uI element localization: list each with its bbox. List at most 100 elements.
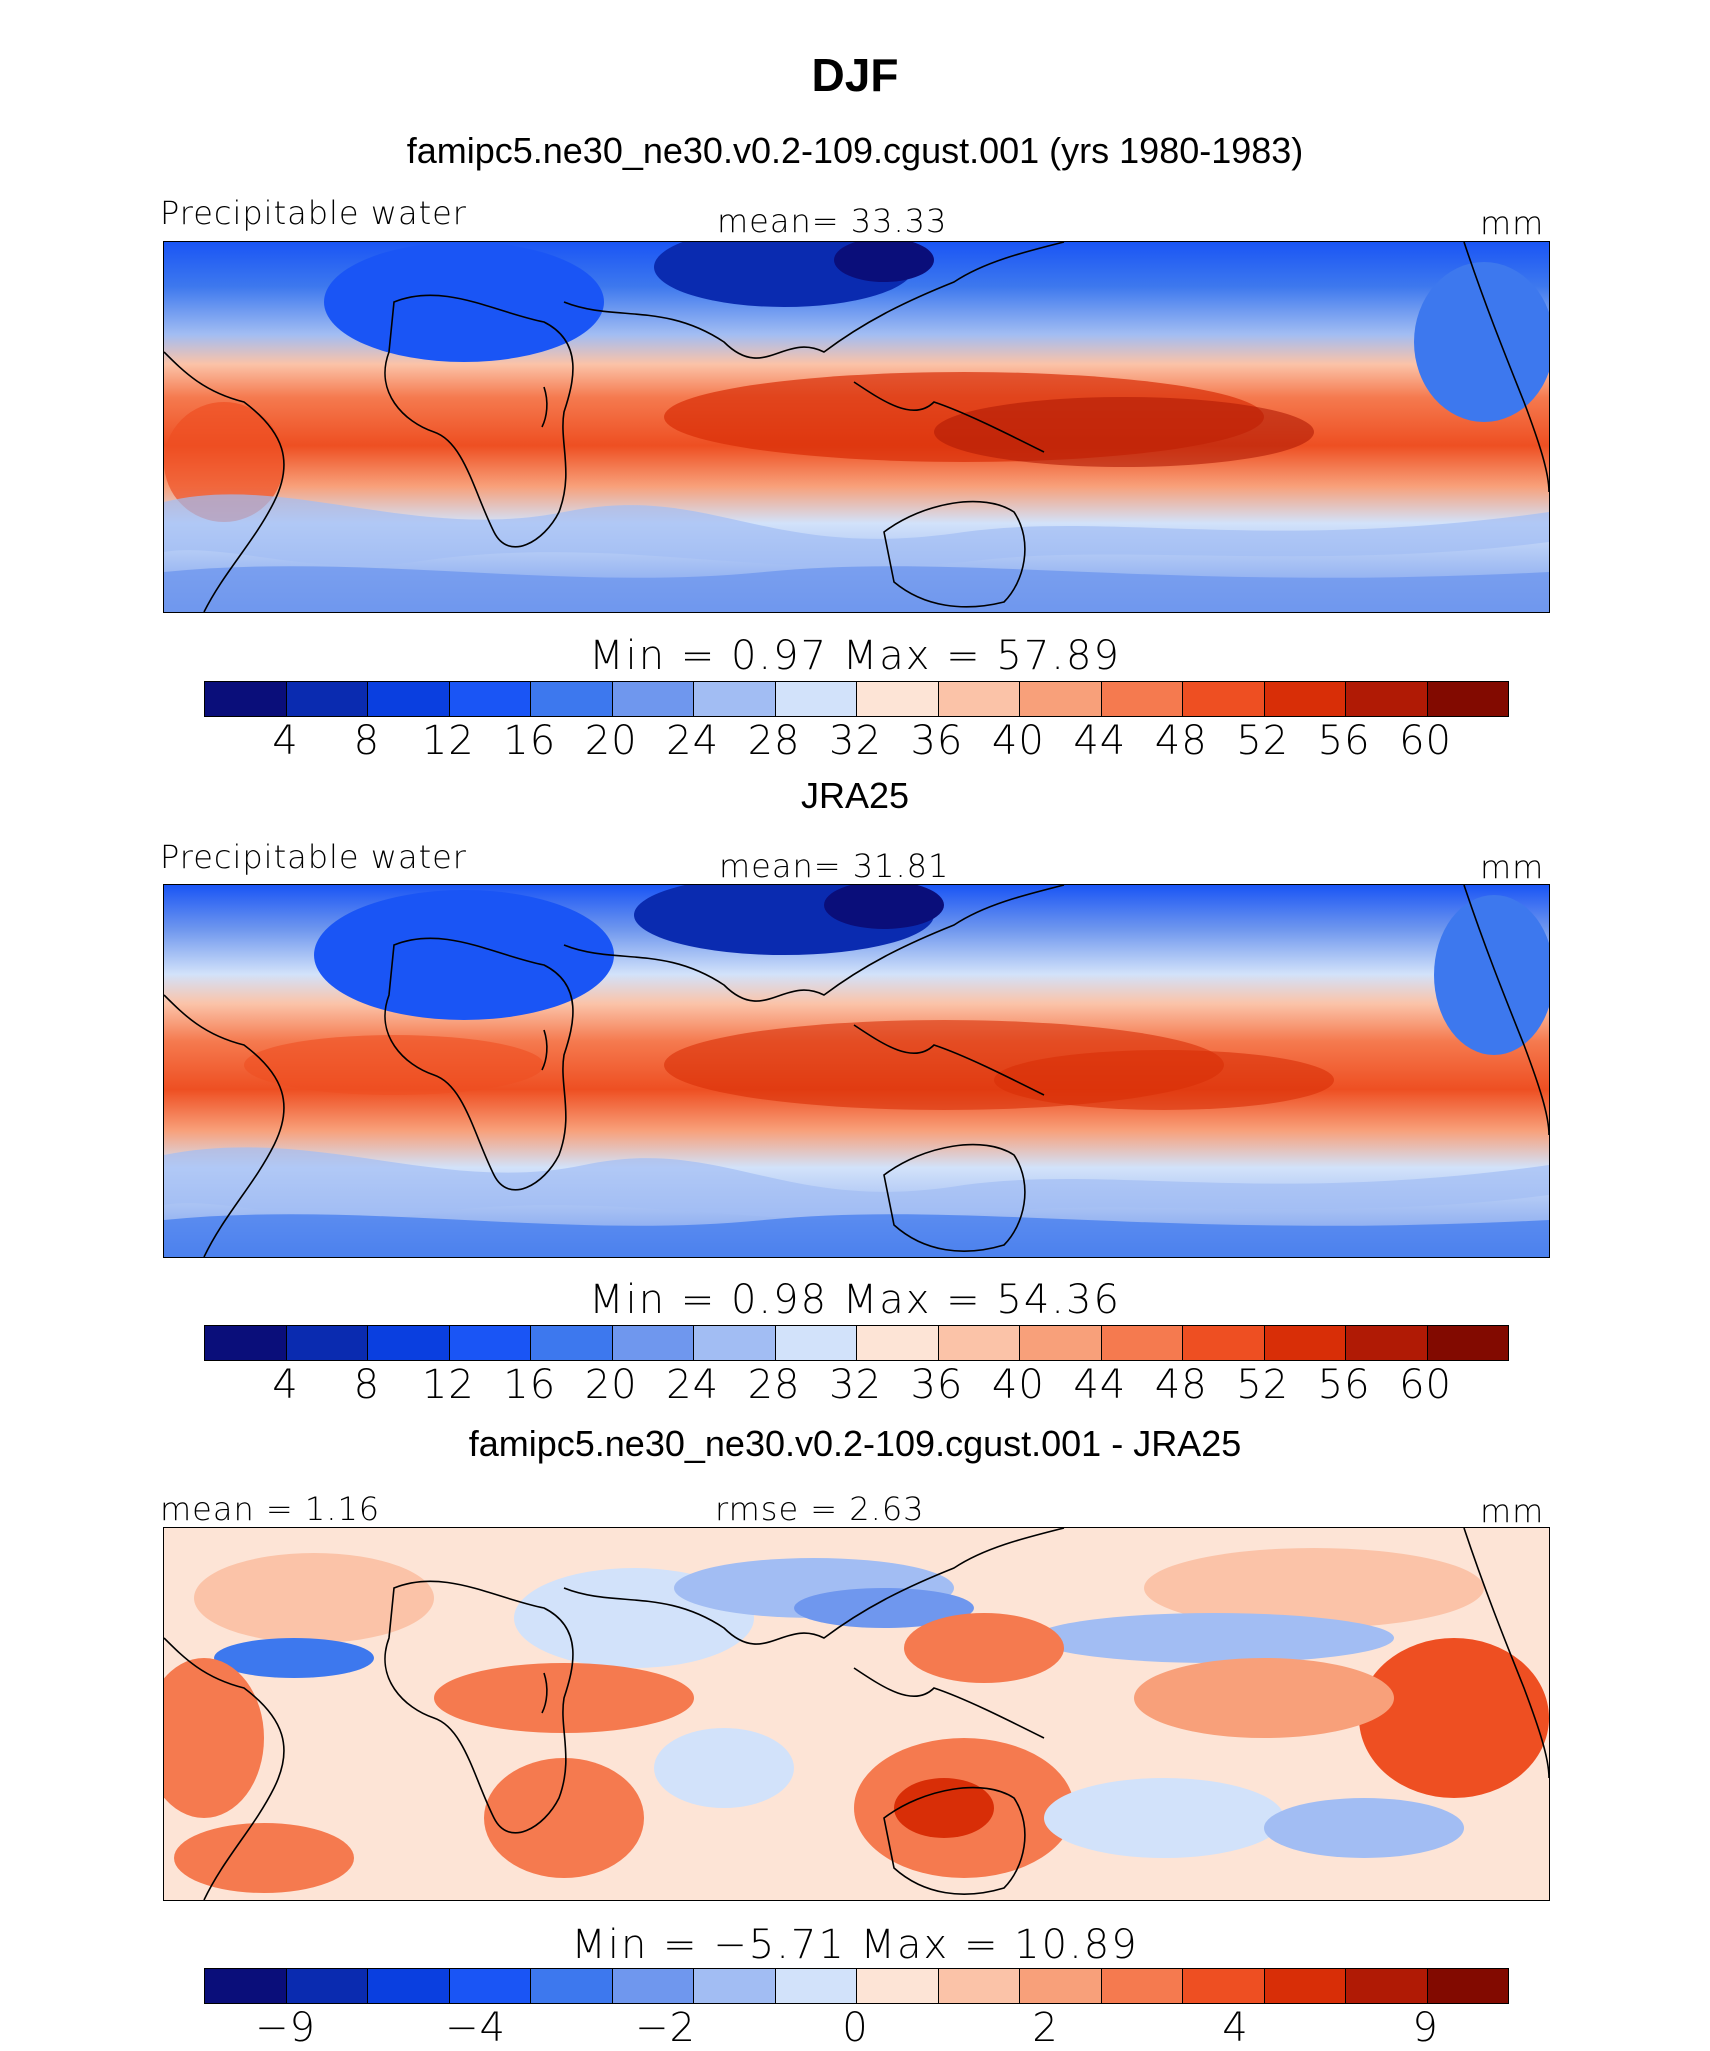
colorbar-tick-label: 40 — [991, 718, 1045, 764]
colorbar-swatch — [1427, 1326, 1508, 1360]
panel-2-min-max: Min = 0.98 Max = 54.36 — [589, 1277, 1121, 1323]
colorbar-swatch — [449, 1969, 531, 2003]
colorbar-tick-label: −2 — [634, 2005, 696, 2051]
panel-1-units: mm — [1480, 204, 1545, 242]
colorbar-swatch — [205, 1326, 287, 1360]
colorbar-swatch — [612, 1326, 694, 1360]
colorbar-tick-label: 12 — [421, 718, 475, 764]
colorbar-swatch — [775, 682, 857, 716]
colorbar-tick-label: 44 — [1073, 718, 1127, 764]
colorbar-tick-label: 60 — [1399, 1362, 1453, 1408]
panel-2-coastlines — [164, 885, 1549, 1257]
colorbar-tick-label: 8 — [353, 1362, 381, 1408]
colorbar-tick-label: −4 — [444, 2005, 506, 2051]
colorbar-tick-label: 52 — [1236, 718, 1290, 764]
figure-title: DJF — [811, 49, 899, 101]
colorbar-swatch — [286, 1969, 368, 2003]
colorbar-swatch — [1183, 1326, 1265, 1360]
panel-1-colorbar — [204, 681, 1509, 717]
colorbar-tick-label: 40 — [991, 1362, 1045, 1408]
colorbar-tick-label: 28 — [747, 718, 801, 764]
panel-3-colorbar — [204, 1968, 1509, 2004]
colorbar-tick-label: 44 — [1073, 1362, 1127, 1408]
colorbar-swatch — [775, 1326, 857, 1360]
colorbar-tick-label: 52 — [1236, 1362, 1290, 1408]
colorbar-swatch — [857, 1969, 939, 2003]
panel-3-mean-label: mean = 1.16 — [160, 1490, 381, 1528]
colorbar-tick-label: 60 — [1399, 718, 1453, 764]
panel-3-units: mm — [1480, 1492, 1545, 1530]
panel-3-coastlines — [164, 1528, 1549, 1900]
colorbar-swatch — [857, 682, 939, 716]
panel-3-colorbar-ticks: −9 −4 −2 0 2 4 9 — [204, 2005, 1507, 2051]
colorbar-swatch — [1264, 1969, 1346, 2003]
colorbar-swatch — [531, 682, 613, 716]
colorbar-tick-label: 28 — [747, 1362, 801, 1408]
colorbar-swatch — [938, 682, 1020, 716]
colorbar-swatch — [368, 682, 450, 716]
colorbar-tick-label: 48 — [1154, 1362, 1208, 1408]
colorbar-swatch — [857, 1326, 939, 1360]
colorbar-tick-label: 4 — [1222, 2005, 1249, 2051]
colorbar-swatch — [531, 1326, 613, 1360]
colorbar-swatch — [1020, 682, 1102, 716]
colorbar-tick-label: 4 — [272, 718, 299, 764]
colorbar-swatch — [775, 1969, 857, 2003]
colorbar-swatch — [1346, 1326, 1428, 1360]
colorbar-swatch — [1264, 1326, 1346, 1360]
colorbar-swatch — [286, 1326, 368, 1360]
panel-2-colorbar — [204, 1325, 1509, 1361]
colorbar-swatch — [1101, 1969, 1183, 2003]
colorbar-tick-label: 32 — [829, 1362, 882, 1408]
colorbar-swatch — [1427, 682, 1508, 716]
panel-1-heading: famipc5.ne30_ne30.v0.2-109.cgust.001 (yr… — [406, 130, 1304, 171]
colorbar-tick-label: 0 — [842, 2005, 869, 2051]
panel-2-variable-label: Precipitable water — [160, 838, 467, 876]
colorbar-tick-label: 24 — [666, 1362, 720, 1408]
colorbar-swatch — [1183, 1969, 1265, 2003]
colorbar-swatch — [449, 1326, 531, 1360]
colorbar-swatch — [694, 1326, 776, 1360]
colorbar-tick-label: 56 — [1317, 718, 1371, 764]
panel-3-map — [163, 1527, 1550, 1901]
panel-3-heading: famipc5.ne30_ne30.v0.2-109.cgust.001 - J… — [468, 1423, 1242, 1464]
colorbar-swatch — [612, 682, 694, 716]
colorbar-tick-label: 36 — [910, 1362, 964, 1408]
panel-1-min-max: Min = 0.97 Max = 57.89 — [589, 633, 1121, 679]
colorbar-tick-label: −9 — [254, 2005, 316, 2051]
panel-1-mean-label: mean= 33.33 — [717, 202, 948, 240]
colorbar-tick-label: 16 — [503, 718, 557, 764]
panel-1-coastlines — [164, 242, 1549, 612]
panel-2-units: mm — [1480, 848, 1545, 886]
colorbar-swatch — [531, 1969, 613, 2003]
panel-2-map — [163, 884, 1550, 1258]
panel-2-heading: JRA25 — [800, 775, 910, 816]
colorbar-tick-label: 8 — [353, 718, 381, 764]
colorbar-tick-label: 24 — [666, 718, 720, 764]
colorbar-swatch — [286, 682, 368, 716]
colorbar-swatch — [694, 1969, 776, 2003]
colorbar-swatch — [1346, 682, 1428, 716]
colorbar-swatch — [1020, 1969, 1102, 2003]
colorbar-tick-label: 20 — [584, 1362, 638, 1408]
colorbar-tick-label: 36 — [910, 718, 964, 764]
colorbar-swatch — [205, 1969, 287, 2003]
colorbar-tick-label: 9 — [1412, 2005, 1439, 2051]
panel-2-colorbar-ticks: 4 8 12 16 20 24 28 32 36 40 44 48 52 56 60 — [204, 1362, 1507, 1408]
colorbar-swatch — [612, 1969, 694, 2003]
colorbar-swatch — [1427, 1969, 1508, 2003]
panel-3-rmse-label: rmse = 2.63 — [715, 1490, 925, 1528]
colorbar-tick-label: 16 — [503, 1362, 557, 1408]
colorbar-swatch — [1101, 1326, 1183, 1360]
colorbar-tick-label: 12 — [421, 1362, 475, 1408]
panel-1-map — [163, 241, 1550, 613]
colorbar-swatch — [1020, 1326, 1102, 1360]
colorbar-swatch — [368, 1969, 450, 2003]
colorbar-swatch — [1183, 682, 1265, 716]
colorbar-swatch — [449, 682, 531, 716]
colorbar-swatch — [205, 682, 287, 716]
panel-1-colorbar-ticks: 4 8 12 16 20 24 28 32 36 40 44 48 52 56 60 — [204, 718, 1507, 764]
colorbar-swatch — [938, 1969, 1020, 2003]
colorbar-swatch — [694, 682, 776, 716]
colorbar-swatch — [1101, 682, 1183, 716]
